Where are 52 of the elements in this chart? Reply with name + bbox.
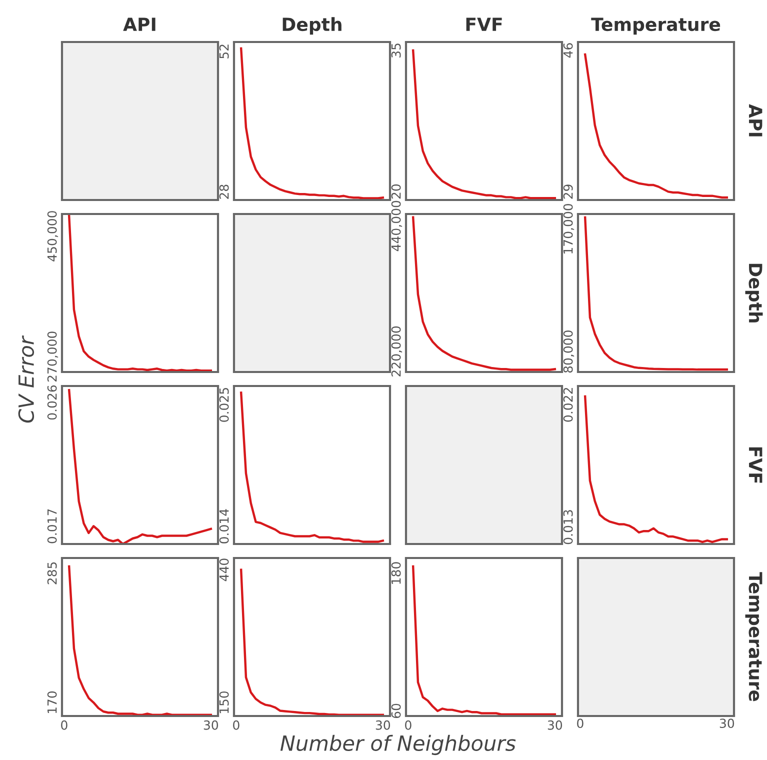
y-tick-label: 60	[391, 704, 401, 718]
line-series	[240, 392, 384, 543]
line-series	[584, 216, 728, 371]
text: API	[123, 18, 156, 31]
y-tick-label: 20	[391, 184, 401, 199]
chart-title: Temperature	[591, 18, 720, 35]
y-tick-label: 220,000	[391, 326, 402, 376]
y-tick-label: 29	[563, 184, 573, 199]
y2-axis-title: Depth	[745, 264, 763, 322]
line-series	[584, 53, 728, 199]
y-tick-label: 0.025	[219, 388, 229, 422]
x-tick-label: 0	[61, 720, 68, 730]
y-axis-title: CV Error	[18, 335, 34, 423]
text: Temperature	[745, 572, 762, 702]
y-tick-label: 0.014	[219, 509, 229, 544]
y-tick-label: 180	[391, 562, 401, 584]
y-tick-label: 28	[219, 184, 229, 199]
y-tick-label: 35	[391, 44, 401, 58]
chart-title: Depth	[282, 17, 342, 35]
line-series	[68, 214, 212, 372]
line-series	[584, 395, 728, 544]
y-tick-label: 0.026	[47, 385, 57, 420]
x-tick-label: 0	[233, 720, 240, 730]
x-tick-label: 30	[204, 720, 218, 730]
line-series	[68, 565, 212, 716]
y-tick-label: 80,000	[563, 330, 574, 373]
line-series	[240, 568, 384, 716]
x-tick-label: 30	[376, 720, 390, 730]
x-axis-title: Number of Neighbours	[280, 734, 516, 756]
y-tick-label: 270,000	[47, 332, 58, 382]
y-tick-label: 0.017	[47, 509, 57, 544]
y-tick-label: 170	[47, 691, 57, 714]
x-tick-label: 0	[405, 720, 412, 730]
y-tick-label: 170,000	[563, 204, 574, 254]
y-tick-label: 150	[219, 691, 229, 714]
x-tick-label: 30	[548, 720, 562, 730]
y-tick-label: 52	[219, 44, 229, 58]
y-tick-label: 46	[563, 43, 573, 58]
line-series	[240, 47, 384, 200]
y-tick-label: 450,000	[47, 211, 58, 262]
line-series	[412, 565, 556, 716]
y-tick-label: 440,000	[391, 200, 402, 252]
y-tick-label: 440	[219, 558, 229, 582]
chart-title: FVF	[466, 18, 502, 31]
y-tick-label: 285	[47, 562, 57, 584]
y2-axis-title: FVF	[749, 447, 762, 483]
y-tick-label: 0.022	[563, 388, 573, 422]
line-series	[412, 49, 556, 200]
line-series	[68, 389, 212, 544]
line-series	[412, 216, 556, 371]
y2-axis-title: API	[749, 104, 762, 136]
y-tick-label: 0.013	[563, 510, 573, 544]
